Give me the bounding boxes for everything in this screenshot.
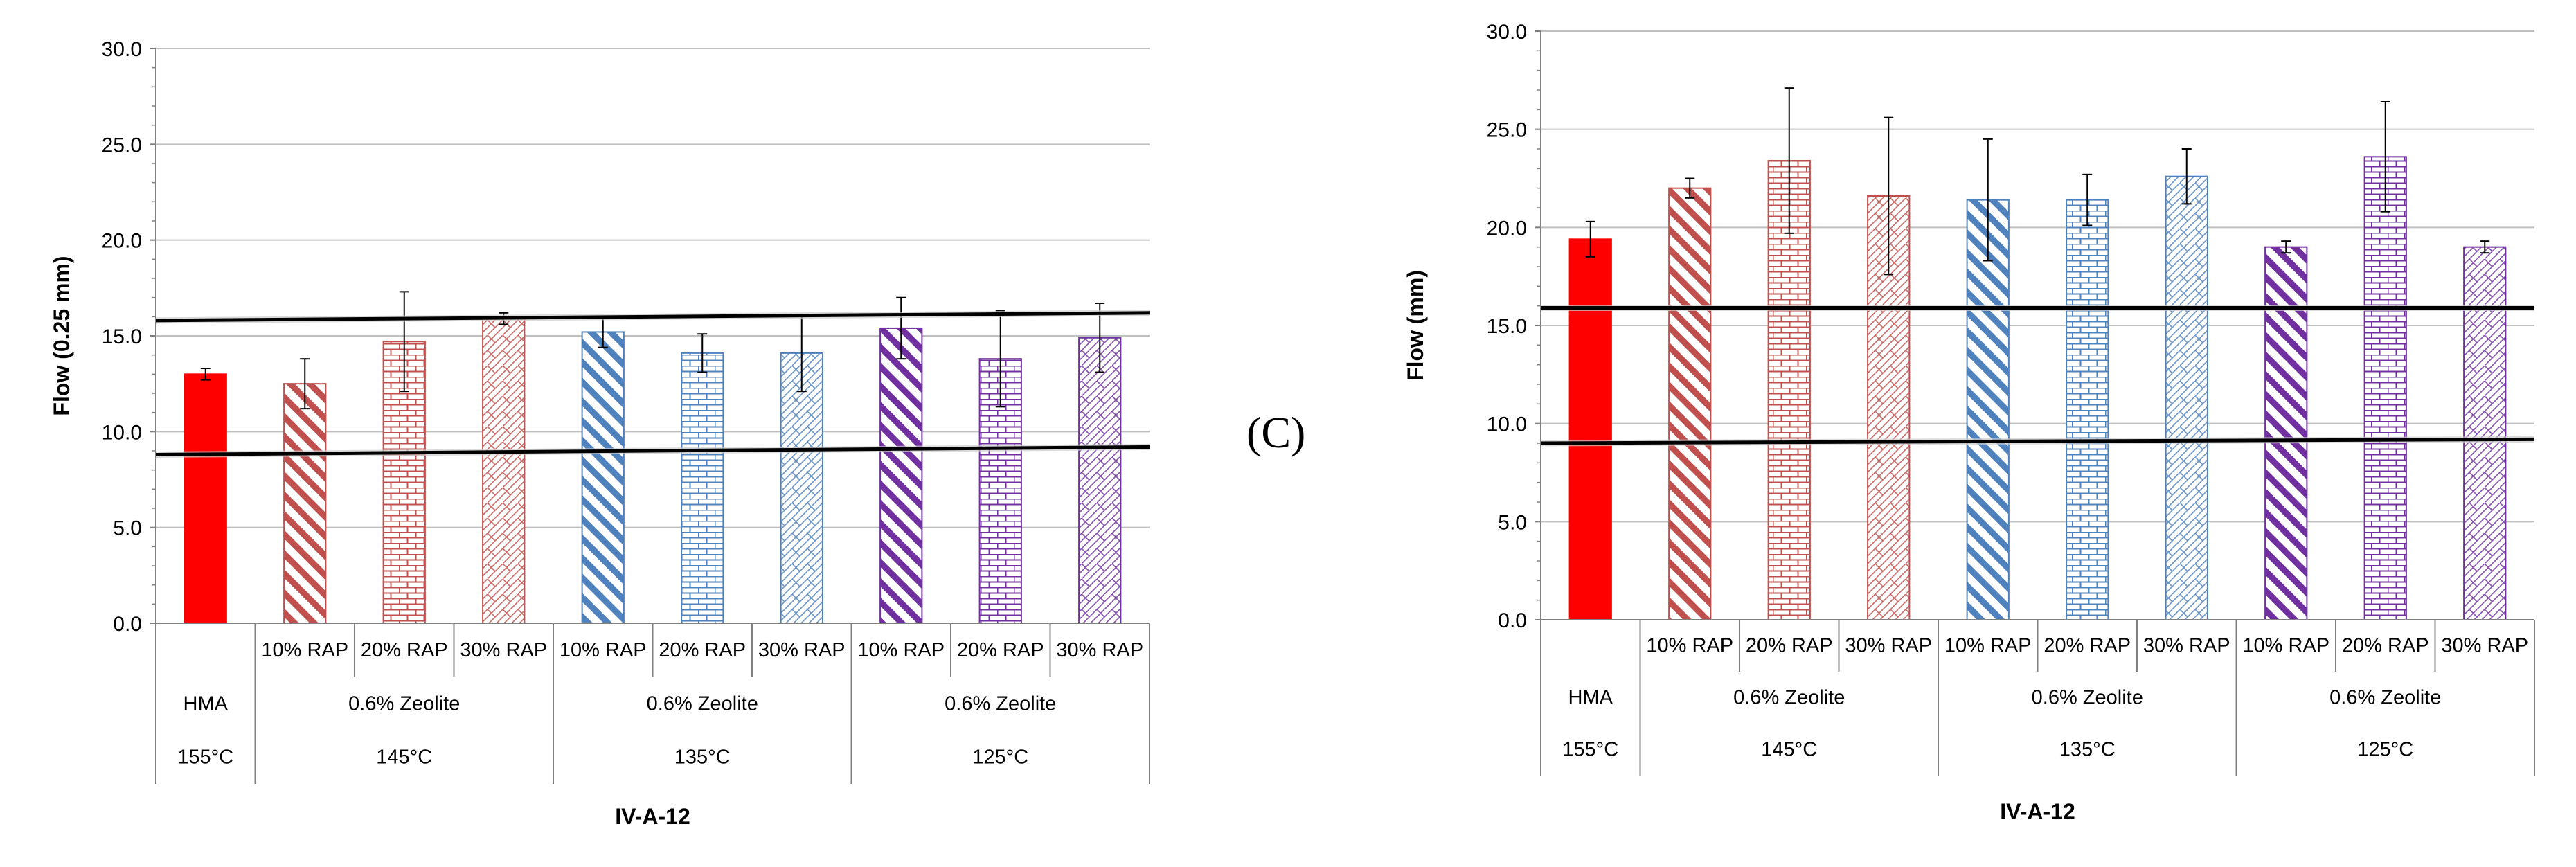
x-group-temp: 145°C [376, 747, 432, 769]
x-category-label: 30% RAP [758, 639, 846, 661]
x-group-temp: 145°C [1761, 739, 1817, 761]
bar [1568, 238, 1612, 621]
y-tick-label: 30.0 [102, 38, 142, 61]
x-category-label: 30% RAP [2143, 635, 2230, 657]
x-axis-label: IV-A-12 [615, 804, 690, 829]
bar [2363, 156, 2407, 621]
x-category-label: 10% RAP [1944, 635, 2032, 657]
x-category-label: 30% RAP [2441, 635, 2528, 657]
flow-chart-left: 0.0 5.0 10.0 15.0 20.0 25.0 30.0 Flow (0.25 mm)… [49, 38, 1150, 829]
x-category-label: 30% RAP [460, 639, 547, 661]
bar [780, 352, 823, 624]
bar [482, 318, 526, 624]
y-tick-label: 15.0 [1487, 315, 1527, 338]
y-tick-label: 0.0 [1498, 609, 1527, 632]
bar [2463, 246, 2507, 620]
bar [1668, 187, 1712, 620]
x-category-label: 20% RAP [361, 639, 448, 661]
bar [681, 352, 724, 624]
x-category-label: 20% RAP [957, 639, 1044, 661]
y-tick-label: 10.0 [102, 421, 142, 444]
x-category-label: 10% RAP [560, 639, 647, 661]
x-category-label: 10% RAP [261, 639, 348, 661]
bar [1966, 199, 2010, 620]
y-tick-label: 0.0 [113, 613, 142, 636]
y-tick-label: 5.0 [1498, 511, 1527, 534]
bar [2165, 175, 2208, 620]
x-group-label: 0.6% Zeolite [348, 692, 460, 715]
x-group-label: 0.6% Zeolite [1733, 687, 1845, 709]
limit-line [155, 311, 1150, 323]
y-tick-label: 20.0 [102, 230, 142, 253]
limit-line [155, 445, 1150, 457]
bar [1078, 337, 1122, 624]
x-category-label: 10% RAP [2242, 635, 2329, 657]
x-category-temp: 155°C [1562, 739, 1618, 761]
flow-chart-right: 0.0 5.0 10.0 15.0 20.0 25.0 30.0 Flow (mm) HMA 15… [1403, 21, 2535, 824]
x-category-label: 20% RAP [659, 639, 746, 661]
bar [879, 327, 923, 624]
x-group-temp: 135°C [674, 747, 731, 769]
y-tick-label: 10.0 [1487, 413, 1527, 436]
x-category-label: HMA [184, 692, 229, 715]
y-tick-label: 5.0 [113, 517, 142, 540]
x-category-label: 30% RAP [1056, 639, 1143, 661]
y-tick-label: 30.0 [1487, 21, 1527, 44]
bar [2066, 199, 2109, 620]
y-tick-label: 25.0 [1487, 119, 1527, 142]
x-category-label: 20% RAP [2342, 635, 2429, 657]
x-category-label: 10% RAP [1646, 635, 1733, 657]
x-category-temp: 155°C [177, 747, 233, 769]
bar [2264, 246, 2308, 620]
x-category-label: 20% RAP [1746, 635, 1833, 657]
y-axis-label: Flow (0.25 mm) [49, 256, 74, 415]
x-category-label: 20% RAP [2043, 635, 2131, 657]
x-group-temp: 125°C [2357, 739, 2413, 761]
x-group-label: 0.6% Zeolite [2032, 687, 2143, 709]
x-axis-label: IV-A-12 [2000, 799, 2075, 824]
panel-label: (C) [1246, 408, 1306, 457]
y-tick-label: 25.0 [102, 134, 142, 157]
bar [184, 373, 227, 624]
y-axis-label: Flow (mm) [1403, 270, 1428, 381]
x-group-temp: 125°C [972, 747, 1028, 769]
y-tick-label: 15.0 [102, 325, 142, 348]
x-group-label: 0.6% Zeolite [647, 692, 758, 715]
x-category-label: 30% RAP [1845, 635, 1932, 657]
x-category-label: HMA [1568, 687, 1613, 709]
limit-line [1540, 437, 2535, 445]
bar [581, 331, 625, 624]
x-group-temp: 135°C [2059, 739, 2116, 761]
y-tick-label: 20.0 [1487, 217, 1527, 240]
bar [283, 383, 327, 625]
x-group-label: 0.6% Zeolite [2329, 687, 2441, 709]
x-group-label: 0.6% Zeolite [945, 692, 1056, 715]
x-category-label: 10% RAP [857, 639, 945, 661]
